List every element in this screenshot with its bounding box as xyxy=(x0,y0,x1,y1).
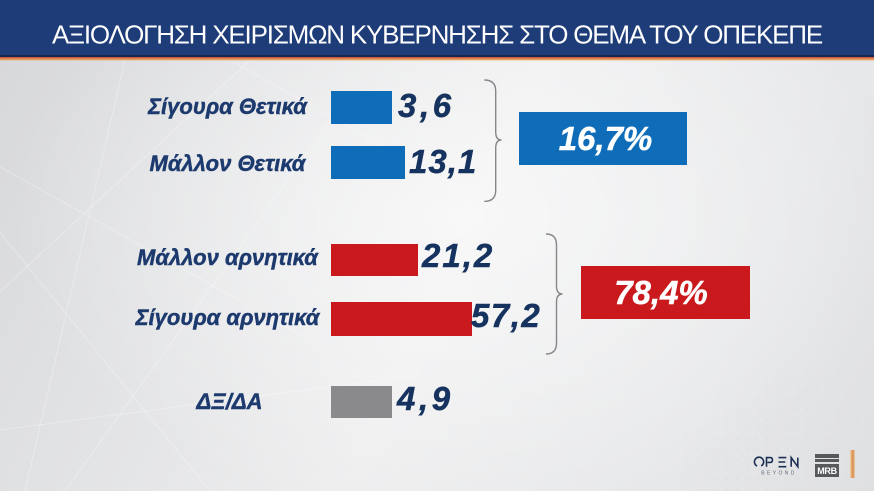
svg-text:BEYOND: BEYOND xyxy=(761,471,797,477)
